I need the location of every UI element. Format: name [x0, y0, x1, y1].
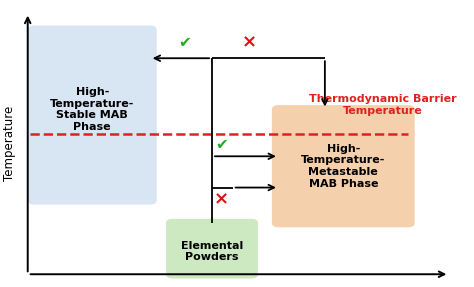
Text: Temperature: Temperature — [3, 106, 16, 181]
Text: ×: × — [214, 190, 229, 208]
Text: Thermodynamic Barrier
Temperature: Thermodynamic Barrier Temperature — [309, 94, 456, 116]
Text: ✔: ✔ — [178, 35, 191, 50]
Text: ✔: ✔ — [215, 137, 228, 152]
FancyBboxPatch shape — [272, 105, 415, 227]
FancyBboxPatch shape — [166, 219, 258, 278]
Text: Elemental
Powders: Elemental Powders — [181, 241, 243, 262]
FancyBboxPatch shape — [27, 26, 157, 205]
Text: High-
Temperature-
Metastable
MAB Phase: High- Temperature- Metastable MAB Phase — [301, 144, 385, 189]
Text: High-
Temperature-
Stable MAB
Phase: High- Temperature- Stable MAB Phase — [50, 87, 135, 132]
Text: ×: × — [241, 34, 256, 52]
